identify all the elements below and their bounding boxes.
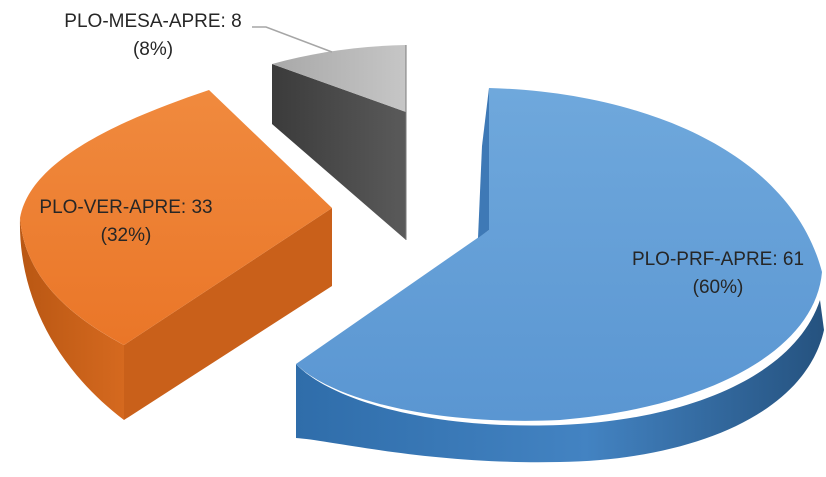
slice-side-plo-ver-apre	[19, 218, 125, 420]
slice-front-plo-ver-apre	[124, 208, 332, 420]
pie-slice-plo-mesa-apre	[272, 45, 407, 240]
slice-side-plo-mesa-apre	[272, 64, 406, 240]
data-label-plo-prf-apre-line1: PLO-PRF-APRE: 61	[632, 249, 804, 270]
data-label-plo-mesa-apre: PLO-MESA-APRE: 8 (8%)	[64, 11, 241, 60]
slice-top-plo-prf-apre	[296, 88, 822, 421]
slice-top-plo-ver-apre	[20, 90, 332, 345]
data-label-plo-ver-apre-line1: PLO-VER-APRE: 33	[39, 197, 212, 218]
pie-slice-plo-prf-apre	[296, 88, 824, 463]
data-label-plo-ver-apre: PLO-VER-APRE: 33 (32%)	[39, 197, 212, 246]
leader-line-plo-mesa-apre	[252, 26, 333, 53]
data-label-plo-mesa-apre-line1: PLO-MESA-APRE: 8	[64, 11, 241, 32]
slice-back-plo-prf-apre	[478, 88, 489, 238]
data-label-plo-prf-apre: PLO-PRF-APRE: 61 (60%)	[632, 249, 804, 298]
data-label-plo-mesa-apre-line2: (8%)	[133, 39, 173, 60]
data-label-plo-prf-apre-line2: (60%)	[693, 277, 744, 298]
pie-slice-plo-ver-apre	[19, 90, 332, 420]
slice-side-plo-prf-apre	[296, 300, 824, 463]
data-label-plo-ver-apre-line2: (32%)	[101, 225, 152, 246]
slice-top-plo-mesa-apre	[272, 45, 406, 112]
